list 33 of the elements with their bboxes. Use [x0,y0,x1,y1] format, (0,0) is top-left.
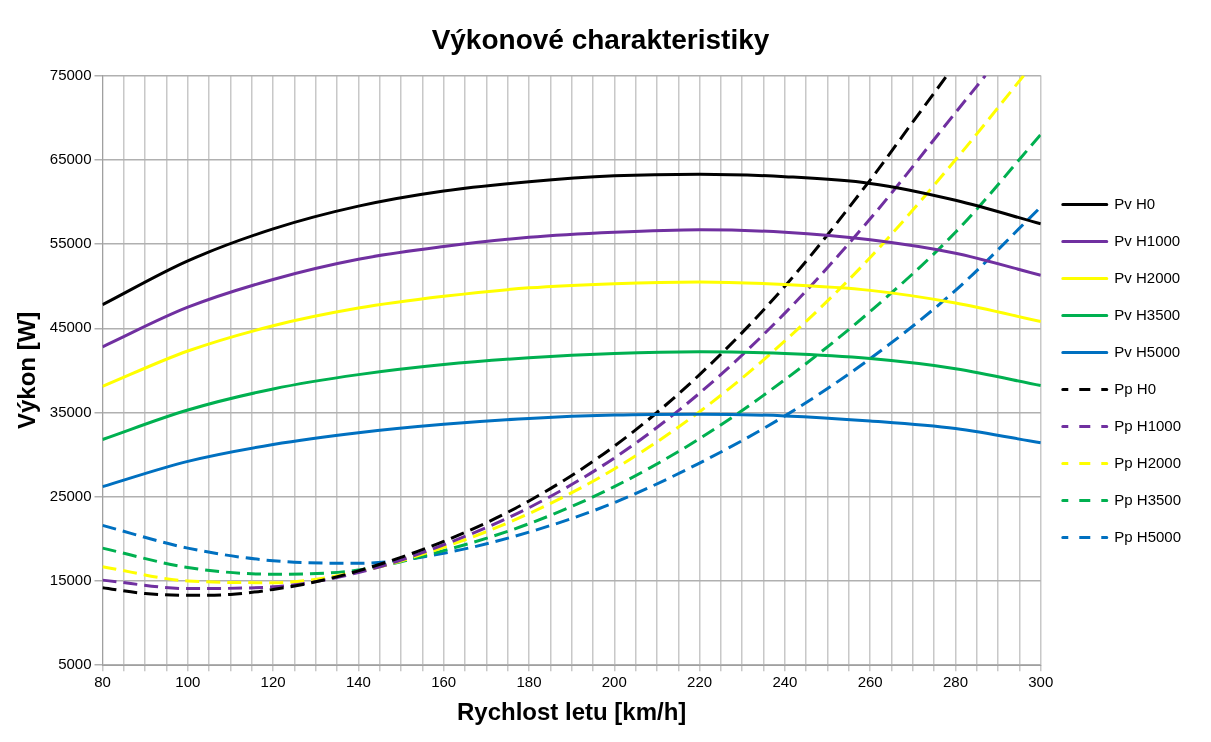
y-tick-label: 35000 [49,402,92,420]
x-tick-label: 220 [687,673,713,691]
x-tick-label: 260 [857,673,883,691]
legend-label: Pp H0 [1114,379,1156,397]
x-tick-label: 240 [772,673,798,691]
x-tick-label: 280 [942,673,968,691]
x-tick-label: 160 [431,673,457,691]
x-tick-label: 140 [345,673,371,691]
chart-title: Výkonové charakteristiky [431,23,770,55]
x-tick-label: 200 [601,673,627,691]
legend-label: Pv H3500 [1114,305,1181,323]
legend-label: Pp H1000 [1114,416,1181,434]
y-tick-label: 15000 [49,571,92,589]
y-tick-label: 65000 [49,149,92,167]
x-axis-title: Rychlost letu [km/h] [456,698,687,726]
legend-label: Pv H5000 [1114,342,1181,360]
y-tick-label: 5000 [58,655,92,673]
x-tick-label: 100 [175,673,201,691]
legend-label: Pv H2000 [1114,268,1181,286]
x-tick-label: 80 [94,673,111,691]
y-axis-title: Výkon [W] [13,311,41,430]
x-tick-label: 120 [260,673,286,691]
legend-label: Pp H2000 [1114,453,1181,471]
y-tick-label: 55000 [49,234,92,252]
legend-label: Pv H1000 [1114,231,1181,249]
y-tick-label: 45000 [49,318,92,336]
legend-label: Pp H5000 [1114,527,1181,545]
y-tick-label: 25000 [49,486,92,504]
legend-label: Pp H3500 [1114,490,1181,508]
x-tick-label: 180 [516,673,542,691]
x-tick-label: 300 [1028,673,1054,691]
legend-label: Pv H0 [1114,194,1156,212]
y-tick-label: 75000 [49,65,92,83]
